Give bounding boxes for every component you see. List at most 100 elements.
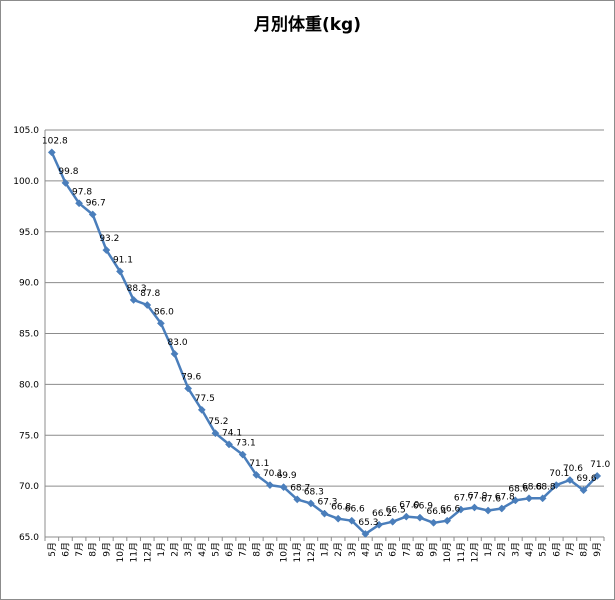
y-tick-label: 80.0 [19, 380, 39, 390]
data-label: 71.1 [249, 459, 269, 469]
data-point [361, 529, 370, 538]
y-tick-label: 100.0 [13, 177, 39, 187]
data-label: 67.6 [481, 495, 501, 505]
data-point [415, 513, 424, 522]
data-point [156, 319, 165, 328]
data-label: 74.1 [222, 428, 242, 438]
data-point [102, 246, 111, 255]
x-tick-label: 9月 [429, 542, 440, 557]
x-tick-label: 12月 [469, 542, 480, 562]
x-tick-label: 12月 [306, 542, 317, 562]
data-label: 68.6 [508, 484, 528, 494]
data-point [184, 384, 193, 393]
x-tick-label: 7月 [565, 542, 576, 557]
x-tick-label: 12月 [142, 542, 153, 562]
data-label: 66.8 [331, 503, 351, 513]
x-tick-label: 1月 [156, 542, 167, 557]
data-label: 97.8 [72, 187, 92, 197]
data-point [538, 494, 547, 503]
x-tick-label: 3月 [183, 542, 194, 557]
data-label: 68.3 [304, 487, 324, 497]
data-label: 66.9 [413, 502, 433, 512]
data-point [61, 178, 70, 187]
data-point [266, 481, 274, 490]
data-point [238, 450, 247, 459]
y-tick-label: 70.0 [19, 482, 39, 492]
data-label: 67.3 [317, 498, 337, 508]
data-point [484, 506, 493, 515]
x-tick-label: 4月 [360, 542, 371, 557]
x-tick-label: 2月 [170, 542, 181, 557]
data-label: 102.8 [42, 136, 68, 146]
data-point [579, 486, 588, 495]
data-label: 70.1 [263, 469, 283, 479]
x-tick-label: 1月 [483, 542, 494, 557]
data-label: 79.6 [181, 372, 201, 382]
data-label: 67.0 [399, 501, 419, 511]
data-point [279, 483, 288, 492]
data-label: 66.4 [427, 507, 447, 517]
data-label: 68.7 [290, 483, 310, 493]
x-tick-label: 11月 [456, 542, 467, 562]
data-label: 88.3 [127, 284, 147, 294]
data-point [225, 440, 234, 449]
data-label: 86.0 [154, 307, 174, 317]
x-tick-label: 9月 [592, 542, 603, 557]
x-tick-label: 7月 [74, 542, 85, 557]
x-tick-label: 11月 [292, 542, 303, 562]
data-label: 68.8 [536, 482, 556, 492]
data-point [320, 509, 329, 518]
data-label: 93.2 [99, 234, 119, 244]
data-point [593, 471, 602, 480]
data-point [197, 405, 206, 414]
x-tick-label: 10月 [115, 542, 126, 562]
x-tick-label: 8月 [88, 542, 99, 557]
x-tick-label: 8月 [579, 542, 590, 557]
x-tick-label: 3月 [347, 542, 358, 557]
x-tick-label: 5月 [538, 542, 549, 557]
data-label: 67.7 [454, 494, 474, 504]
data-label: 69.9 [277, 471, 297, 481]
x-tick-label: 11月 [129, 542, 140, 562]
data-label: 69.6 [577, 474, 597, 484]
data-point [88, 210, 97, 219]
x-tick-label: 6月 [224, 542, 235, 557]
x-tick-label: 6月 [551, 542, 562, 557]
data-label: 96.7 [86, 198, 106, 208]
data-label: 67.9 [467, 491, 487, 501]
data-point [388, 517, 397, 526]
data-point [552, 481, 561, 490]
data-point [170, 349, 179, 358]
data-point [47, 148, 56, 157]
data-point [511, 496, 520, 505]
x-tick-label: 4月 [524, 542, 535, 557]
data-point [525, 494, 533, 503]
x-tick-label: 7月 [238, 542, 249, 557]
chart-title: 月別体重(kg) [253, 15, 361, 35]
x-tick-label: 9月 [265, 542, 276, 557]
x-tick-label: 4月 [197, 542, 208, 557]
y-tick-label: 105.0 [13, 126, 39, 136]
data-label: 83.0 [168, 338, 188, 348]
x-tick-label: 2月 [333, 542, 344, 557]
y-tick-label: 85.0 [19, 330, 39, 340]
x-tick-label: 6月 [388, 542, 399, 557]
data-label: 66.5 [386, 506, 406, 516]
data-label: 70.6 [563, 464, 583, 474]
data-label: 68.8 [522, 482, 542, 492]
data-point [75, 199, 84, 208]
x-tick-label: 3月 [510, 542, 521, 557]
data-label: 66.6 [440, 505, 460, 515]
data-label: 70.1 [549, 469, 569, 479]
x-tick-label: 5月 [210, 542, 221, 557]
data-label: 75.2 [208, 417, 228, 427]
data-point [470, 503, 479, 512]
data-point [402, 512, 411, 521]
x-tick-label: 1月 [320, 542, 331, 557]
data-point [347, 516, 356, 525]
x-tick-label: 7月 [401, 542, 412, 557]
data-point [375, 520, 383, 529]
data-label: 65.3 [358, 518, 378, 528]
y-tick-label: 75.0 [19, 431, 39, 441]
